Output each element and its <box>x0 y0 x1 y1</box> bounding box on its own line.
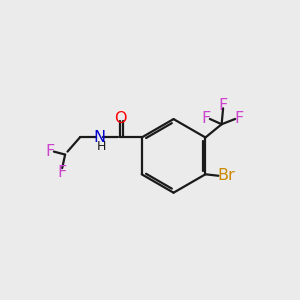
Text: F: F <box>234 111 243 126</box>
Text: N: N <box>94 130 106 145</box>
Text: F: F <box>58 165 67 180</box>
Text: O: O <box>114 111 127 126</box>
Text: H: H <box>97 140 106 153</box>
Text: Br: Br <box>218 168 236 183</box>
Text: F: F <box>202 111 211 126</box>
Text: F: F <box>45 144 54 159</box>
Text: F: F <box>218 98 228 113</box>
